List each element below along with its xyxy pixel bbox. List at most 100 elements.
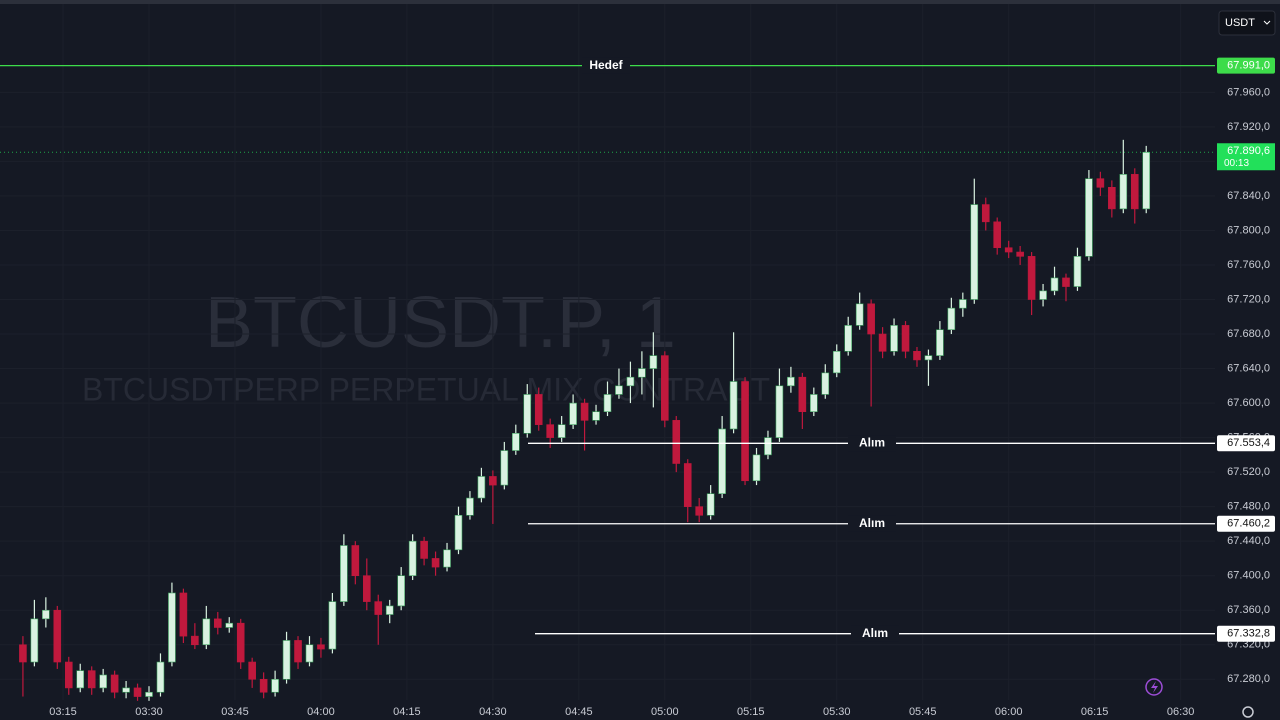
level-price-tag xyxy=(1217,57,1275,74)
candle-body xyxy=(512,432,520,451)
price-axis xyxy=(1215,4,1280,720)
candle-body xyxy=(202,618,211,646)
candle-body xyxy=(431,558,440,568)
x-tick-label: 05:45 xyxy=(909,706,937,718)
x-tick-label: 04:15 xyxy=(393,706,421,718)
candle-body xyxy=(30,618,39,663)
candle-body xyxy=(1119,174,1128,210)
candle-body xyxy=(145,691,153,697)
y-tick-label: 67.480,0 xyxy=(1227,501,1270,513)
x-tick-label: 05:15 xyxy=(737,706,765,718)
y-tick-label: 67.680,0 xyxy=(1227,328,1270,340)
candle-body xyxy=(672,420,681,464)
y-tick-label: 67.600,0 xyxy=(1227,397,1270,409)
candle-body xyxy=(855,303,864,326)
candle-body xyxy=(557,424,566,438)
candle-body xyxy=(305,644,314,663)
candle-body xyxy=(248,661,256,680)
candle-body xyxy=(489,476,497,486)
candle-body xyxy=(580,402,589,421)
candle-body xyxy=(569,402,577,425)
candle-body xyxy=(661,355,669,421)
settings-button[interactable] xyxy=(1242,706,1254,718)
candle-body xyxy=(890,325,898,352)
level-label-bg xyxy=(582,57,630,74)
x-tick-label: 04:45 xyxy=(565,706,593,718)
candle-body xyxy=(718,428,726,495)
candle-body xyxy=(752,454,761,482)
candle-body xyxy=(615,385,623,395)
level-price: 67.332,8 xyxy=(1227,628,1270,640)
candle-body xyxy=(385,605,394,615)
candle-body xyxy=(821,372,830,395)
level-label-bg xyxy=(848,435,896,452)
level-label: Alım xyxy=(859,435,885,449)
candle-body xyxy=(351,545,360,577)
candle-body xyxy=(443,549,451,568)
candle-body xyxy=(787,376,795,387)
candle-body xyxy=(981,204,990,223)
y-tick-label: 67.960,0 xyxy=(1227,86,1270,98)
candle-body xyxy=(317,644,325,650)
candle-body xyxy=(1130,174,1139,210)
y-tick-label: 67.280,0 xyxy=(1227,673,1270,685)
candle-body xyxy=(901,325,910,352)
candle-body xyxy=(832,350,841,374)
candle-body xyxy=(638,368,646,378)
x-tick-label: 06:15 xyxy=(1081,706,1109,718)
candle-body xyxy=(534,394,543,425)
candle-body xyxy=(99,674,107,689)
candle-body xyxy=(546,424,554,438)
candle-body xyxy=(695,506,703,516)
candle-body xyxy=(53,609,62,663)
candle-body xyxy=(477,476,486,499)
level-price-tag xyxy=(1217,625,1275,642)
candle-body xyxy=(362,575,371,602)
y-tick-label: 67.920,0 xyxy=(1227,121,1270,133)
level-label: Hedef xyxy=(589,58,623,72)
level-label-bg xyxy=(851,625,899,642)
currency-label: USDT xyxy=(1225,17,1255,29)
candle-body xyxy=(993,221,1002,249)
currency-button[interactable] xyxy=(1218,10,1276,36)
candle-body xyxy=(156,661,165,693)
candle-body xyxy=(110,674,119,693)
candle-body xyxy=(706,493,715,516)
candle-body xyxy=(1142,151,1151,210)
x-tick-label: 05:30 xyxy=(823,706,851,718)
candle-body xyxy=(867,303,875,335)
y-tick-label: 67.440,0 xyxy=(1227,535,1270,547)
candle-body xyxy=(924,355,933,361)
y-tick-label: 67.720,0 xyxy=(1227,293,1270,305)
candle-body xyxy=(397,575,405,607)
candle-body xyxy=(1016,251,1024,257)
candle-body xyxy=(798,376,807,413)
candle-body xyxy=(282,640,291,680)
candle-body xyxy=(340,545,348,602)
candle-body xyxy=(603,394,612,413)
candle-body xyxy=(844,325,853,352)
candle-body xyxy=(42,609,50,620)
candle-body xyxy=(454,514,463,551)
candle-body xyxy=(764,437,772,456)
x-tick-label: 05:00 xyxy=(651,706,679,718)
candle-body xyxy=(374,601,383,615)
candle-body xyxy=(179,592,188,637)
level-label: Alım xyxy=(862,626,888,640)
candle-body xyxy=(959,299,967,309)
lightning-button[interactable] xyxy=(1145,678,1163,696)
candle-body xyxy=(947,307,956,331)
candle-body xyxy=(294,640,302,663)
candle-body xyxy=(878,333,887,352)
y-tick-label: 67.840,0 xyxy=(1227,190,1270,202)
last-price-tag xyxy=(1217,143,1275,171)
candle-body xyxy=(913,350,921,361)
candle-body xyxy=(523,394,532,434)
candle-body xyxy=(236,622,245,663)
watermark-title: BTCUSDT.P, 1 xyxy=(205,283,676,363)
watermark-subtitle: BTCUSDTPERP PERPETUAL MIX CONTRACT xyxy=(82,371,770,407)
candle-body xyxy=(225,622,234,628)
candle-body xyxy=(133,687,142,697)
candle-body xyxy=(1039,290,1047,300)
